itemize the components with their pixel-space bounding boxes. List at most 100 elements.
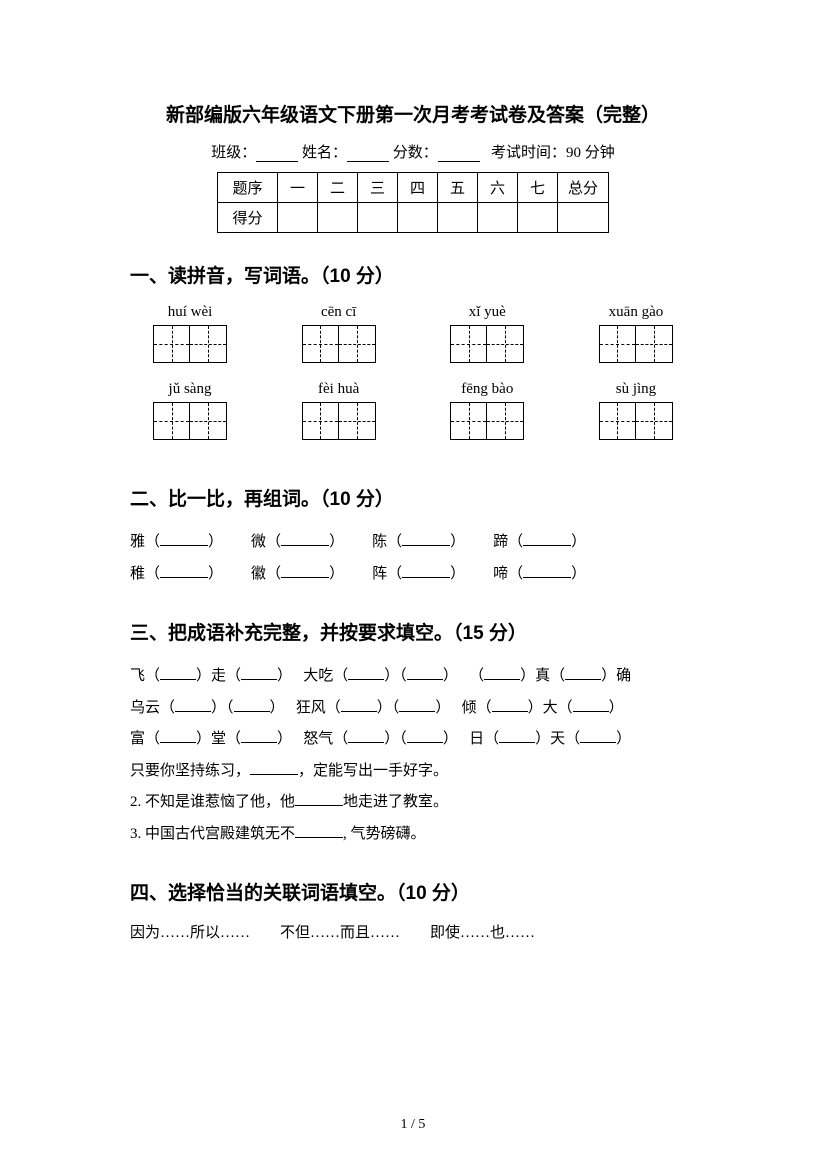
- section2-heading: 二、比一比，再组词。（10 分）: [130, 484, 696, 511]
- th-6: 六: [477, 173, 517, 203]
- fill-blank[interactable]: [175, 698, 211, 712]
- char-box[interactable]: [450, 402, 524, 440]
- score-label: 分数：: [393, 145, 438, 161]
- section3-heading: 三、把成语补充完整，并按要求填空。（15 分）: [130, 618, 696, 645]
- fill-blank[interactable]: [523, 532, 571, 546]
- exam-info-line: 班级： 姓名： 分数： 考试时间：90 分钟: [130, 141, 696, 162]
- th-0: 题序: [217, 173, 277, 203]
- section1-heading: 一、读拼音，写词语。（10 分）: [130, 261, 696, 288]
- compare-row-1: 雅（） 微（） 陈（） 蹄（）: [130, 527, 696, 559]
- fill-blank[interactable]: [523, 564, 571, 578]
- fill-blank[interactable]: [492, 698, 528, 712]
- score-value-row: 得分: [217, 203, 608, 233]
- char-box[interactable]: [153, 402, 227, 440]
- char: 陈: [372, 534, 387, 550]
- th-1: 一: [277, 173, 317, 203]
- compare-row-2: 稚（） 徽（） 阵（） 啼（）: [130, 559, 696, 591]
- char-box[interactable]: [599, 402, 673, 440]
- fill-blank[interactable]: [160, 666, 196, 680]
- page-number: 1 / 5: [0, 1117, 826, 1133]
- char: 雅: [130, 534, 145, 550]
- section4-heading: 四、选择恰当的关联词语填空。（10 分）: [130, 878, 696, 905]
- fill-blank[interactable]: [160, 564, 208, 578]
- char: 徽: [251, 566, 266, 582]
- fill-blank[interactable]: [565, 666, 601, 680]
- score-cell[interactable]: [437, 203, 477, 233]
- th-3: 三: [357, 173, 397, 203]
- pinyin-label: fēng bào: [427, 381, 547, 398]
- fill-blank[interactable]: [402, 532, 450, 546]
- fill-blank[interactable]: [241, 729, 277, 743]
- sentence-3: 3. 中国古代宫殿建筑无不, 气势磅礴。: [130, 819, 696, 851]
- pinyin-row-2: jǔ sàng fèi huà fēng bào sù jìng: [130, 381, 696, 456]
- char: 阵: [372, 566, 387, 582]
- pinyin-label: sù jìng: [576, 381, 696, 398]
- fill-blank[interactable]: [295, 824, 343, 838]
- score-header-row: 题序 一 二 三 四 五 六 七 总分: [217, 173, 608, 203]
- char-box[interactable]: [153, 325, 227, 363]
- sent2b: 地走进了教室。: [343, 794, 448, 810]
- fill-blank[interactable]: [295, 792, 343, 806]
- fill-blank[interactable]: [234, 698, 270, 712]
- score-cell[interactable]: [517, 203, 557, 233]
- score-cell[interactable]: [357, 203, 397, 233]
- fill-blank[interactable]: [281, 564, 329, 578]
- score-cell[interactable]: [317, 203, 357, 233]
- score-table: 题序 一 二 三 四 五 六 七 总分 得分: [217, 172, 609, 233]
- th-4: 四: [397, 173, 437, 203]
- fill-blank[interactable]: [281, 532, 329, 546]
- name-label: 姓名：: [302, 145, 347, 161]
- row2-label: 得分: [217, 203, 277, 233]
- pinyin-label: jǔ sàng: [130, 381, 250, 398]
- char-box[interactable]: [450, 325, 524, 363]
- th-5: 五: [437, 173, 477, 203]
- char-box[interactable]: [302, 325, 376, 363]
- fill-blank[interactable]: [399, 698, 435, 712]
- fill-blank[interactable]: [573, 698, 609, 712]
- sentence-2: 2. 不知是谁惹恼了他，他 地走进了教室。: [130, 787, 696, 819]
- char: 啼: [493, 566, 508, 582]
- char: 稚: [130, 566, 145, 582]
- char: 蹄: [493, 534, 508, 550]
- fill-blank[interactable]: [580, 729, 616, 743]
- score-blank[interactable]: [438, 146, 480, 162]
- fill-blank[interactable]: [348, 666, 384, 680]
- class-blank[interactable]: [256, 146, 298, 162]
- pinyin-row-1: huí wèi cēn cī xǐ yuè xuān gào: [130, 304, 696, 379]
- char-box[interactable]: [302, 402, 376, 440]
- class-label: 班级：: [211, 145, 256, 161]
- fill-blank[interactable]: [160, 532, 208, 546]
- fill-blank[interactable]: [348, 729, 384, 743]
- idiom-line-3: 富（）堂（） 怒气（）（） 日（）天（）: [130, 724, 696, 756]
- fill-blank[interactable]: [250, 761, 298, 775]
- conjunction-options: 因为……所以…… 不但……而且…… 即使……也……: [130, 921, 696, 942]
- score-cell[interactable]: [277, 203, 317, 233]
- idiom-line-2: 乌云（）（） 狂风（）（） 倾（）大（）: [130, 693, 696, 725]
- score-cell[interactable]: [477, 203, 517, 233]
- th-7: 七: [517, 173, 557, 203]
- char-box[interactable]: [599, 325, 673, 363]
- th-8: 总分: [557, 173, 608, 203]
- fill-blank[interactable]: [407, 666, 443, 680]
- fill-blank[interactable]: [499, 729, 535, 743]
- pinyin-label: xuān gào: [576, 304, 696, 321]
- fill-blank[interactable]: [407, 729, 443, 743]
- fill-blank[interactable]: [402, 564, 450, 578]
- fill-blank[interactable]: [484, 666, 520, 680]
- sent1b: ，定能写出一手好字。: [298, 763, 448, 779]
- pinyin-label: fèi huà: [279, 381, 399, 398]
- pinyin-label: xǐ yuè: [427, 304, 547, 321]
- idiom-line-1: 飞（）走（） 大吃（）（） （）真（）确: [130, 661, 696, 693]
- time-label: 考试时间：90 分钟: [491, 145, 615, 161]
- fill-blank[interactable]: [341, 698, 377, 712]
- name-blank[interactable]: [347, 146, 389, 162]
- fill-blank[interactable]: [160, 729, 196, 743]
- sent2a: 2. 不知是谁惹恼了他，他: [130, 794, 295, 810]
- score-cell[interactable]: [557, 203, 608, 233]
- sent1a: 只要你坚持练习，: [130, 763, 250, 779]
- pinyin-label: huí wèi: [130, 304, 250, 321]
- th-2: 二: [317, 173, 357, 203]
- page-title: 新部编版六年级语文下册第一次月考考试卷及答案（完整）: [130, 100, 696, 127]
- fill-blank[interactable]: [241, 666, 277, 680]
- score-cell[interactable]: [397, 203, 437, 233]
